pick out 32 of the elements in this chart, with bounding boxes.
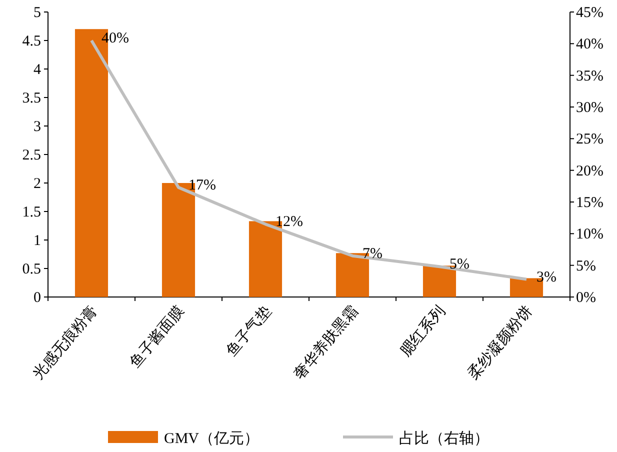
y2-tick-label: 20%: [576, 163, 604, 180]
data-label: 3%: [536, 269, 556, 286]
y2-tick-label: 15%: [576, 195, 604, 211]
x-tick-label: 奢华养肤黑霜: [290, 302, 362, 383]
y-tick-label: 2: [34, 176, 41, 192]
x-tick-label: 鱼子气垫: [222, 302, 275, 360]
y-tick-label: 1: [34, 233, 41, 249]
data-label: 12%: [276, 214, 303, 230]
y-tick-label: 3: [34, 119, 41, 135]
y-tick-label: 1.5: [22, 204, 41, 220]
x-tick-label: 腮红系列: [396, 302, 449, 360]
x-tick-label: 柔纱凝颜粉饼: [464, 302, 536, 383]
legend-label: 占比（右轴）: [399, 430, 489, 447]
data-label: 5%: [450, 256, 470, 273]
y-tick-label: 0.5: [22, 262, 41, 278]
y2-tick-label: 25%: [576, 132, 604, 148]
data-label: 7%: [362, 246, 382, 262]
y2-tick-label: 45%: [576, 5, 604, 21]
y2-tick-label: 5%: [576, 258, 596, 274]
x-tick-label: 鱼子酱面膜: [126, 302, 188, 372]
y2-tick-label: 35%: [576, 68, 604, 84]
legend-label: GMV（亿元）: [164, 431, 260, 447]
y2-tick-label: 30%: [576, 100, 604, 116]
y-tick-label: 3.5: [22, 90, 41, 106]
y-tick-label: 5: [34, 5, 41, 21]
data-label: 17%: [188, 177, 216, 194]
y-tick-label: 2.5: [22, 148, 41, 164]
y-tick-label: 4.5: [22, 34, 41, 50]
y2-tick-label: 0%: [576, 290, 596, 306]
y-tick-label: 4: [34, 62, 42, 78]
y2-tick-label: 10%: [576, 226, 604, 243]
y2-tick-label: 40%: [576, 36, 604, 53]
